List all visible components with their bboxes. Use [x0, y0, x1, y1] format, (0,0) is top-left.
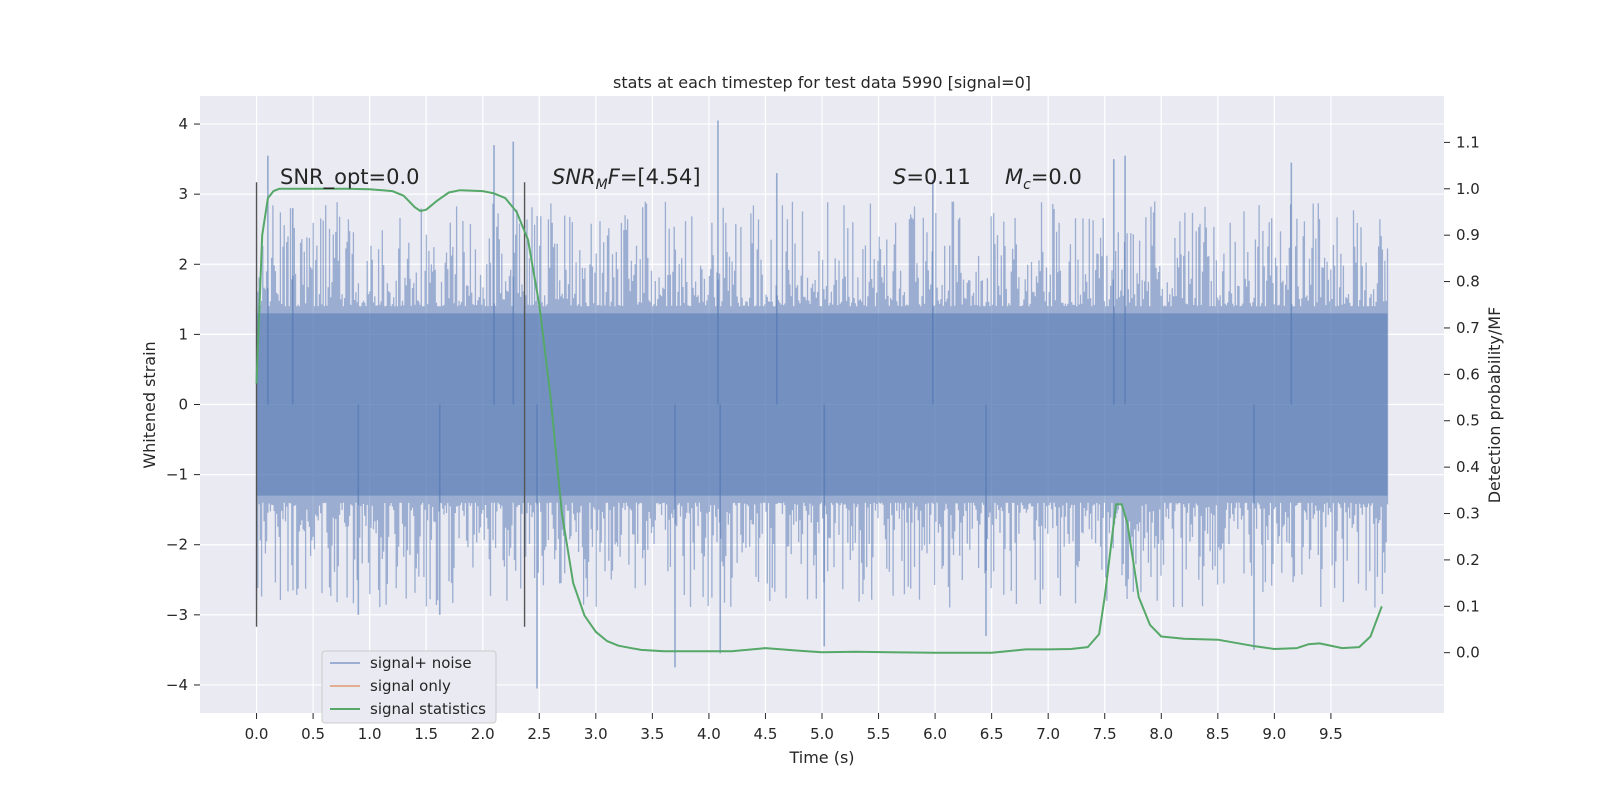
s-annotation: S=0.11	[893, 165, 971, 189]
y-right-tick-label: 1.1	[1456, 133, 1480, 151]
x-tick-label: 7.5	[1093, 725, 1117, 743]
legend: signal+ noise signal only signal statist…	[321, 650, 497, 724]
x-tick-label: 1.0	[358, 725, 382, 743]
y-left-tick-label: −3	[166, 606, 188, 624]
x-tick-label: 0.5	[301, 725, 325, 743]
y-right-tick-label: 0.5	[1456, 412, 1480, 430]
noise-series	[255, 120, 1389, 689]
snr-opt-annotation: SNR_opt=0.0	[280, 165, 420, 190]
y-left-axis-label: Whitened strain	[140, 341, 159, 468]
snr-mf-value: =[4.54]	[620, 165, 701, 189]
x-axis-ticks: 0.0 0.5 1.0 1.5 2.0 2.5 3.0 3.5 4.0 4.5 5.0 5.5 6.0 6…	[245, 713, 1343, 743]
x-tick-label: 9.5	[1319, 725, 1343, 743]
x-axis-label: Time (s)	[788, 748, 854, 767]
y-left-tick-label: −2	[166, 536, 188, 554]
x-tick-label: 7.0	[1036, 725, 1060, 743]
x-tick-label: 6.0	[923, 725, 947, 743]
y-right-tick-label: 0.6	[1456, 365, 1480, 383]
y-left-tick-label: 2	[178, 255, 188, 273]
mc-annotation: Mc=0.0	[1005, 165, 1082, 193]
y-left-tick-label: −4	[166, 676, 188, 694]
y-right-tick-label: 0.2	[1456, 551, 1480, 569]
x-tick-label: 4.5	[754, 725, 778, 743]
y-right-tick-label: 0.7	[1456, 319, 1480, 337]
y-right-tick-label: 0.4	[1456, 458, 1480, 476]
x-tick-label: 8.0	[1149, 725, 1173, 743]
snr-mf-annotation: SNRMF=[4.54]	[552, 165, 701, 193]
legend-label-stats: signal statistics	[370, 700, 486, 718]
y-left-tick-label: 3	[178, 185, 188, 203]
mc-value: =0.0	[1031, 165, 1082, 189]
x-tick-label: 5.5	[867, 725, 891, 743]
legend-label-signal: signal only	[370, 677, 451, 695]
legend-box	[321, 650, 497, 724]
y-right-axis-ticks: 1.1 1.0 0.9 0.8 0.7 0.6 0.5 0.4 0.3 0.2 0.1 0.0	[1444, 133, 1480, 662]
s-value: =0.11	[906, 165, 970, 189]
y-left-tick-label: 1	[178, 325, 188, 343]
vertical-lines	[255, 182, 526, 627]
y-left-tick-label: 4	[178, 115, 188, 133]
y-right-tick-label: 0.3	[1456, 505, 1480, 523]
y-right-tick-label: 1.0	[1456, 180, 1480, 198]
y-right-axis-label: Detection probability/MF	[1485, 307, 1504, 504]
y-right-tick-label: 0.1	[1456, 597, 1480, 615]
y-left-tick-label: −1	[166, 466, 188, 484]
y-right-tick-label: 0.9	[1456, 226, 1480, 244]
x-tick-label: 6.5	[980, 725, 1004, 743]
y-left-axis-ticks: 4 3 2 1 0 −1 −2 −3 −4	[166, 115, 200, 694]
x-tick-label: 2.0	[471, 725, 495, 743]
x-tick-label: 1.5	[414, 725, 438, 743]
chart-title: stats at each timestep for test data 599…	[613, 73, 1031, 92]
y-right-tick-label: 0.8	[1456, 273, 1480, 291]
x-tick-label: 9.0	[1262, 725, 1286, 743]
x-tick-label: 4.0	[697, 725, 721, 743]
stats-series	[255, 187, 1383, 654]
x-tick-label: 0.0	[245, 725, 269, 743]
y-left-tick-label: 0	[178, 396, 188, 414]
x-tick-label: 3.0	[584, 725, 608, 743]
y-right-tick-label: 0.0	[1456, 644, 1480, 662]
legend-label-noise: signal+ noise	[370, 654, 472, 672]
stats-line	[255, 187, 1383, 654]
x-tick-label: 5.0	[810, 725, 834, 743]
x-tick-label: 8.5	[1206, 725, 1230, 743]
x-tick-label: 2.5	[527, 725, 551, 743]
x-tick-label: 3.5	[640, 725, 664, 743]
